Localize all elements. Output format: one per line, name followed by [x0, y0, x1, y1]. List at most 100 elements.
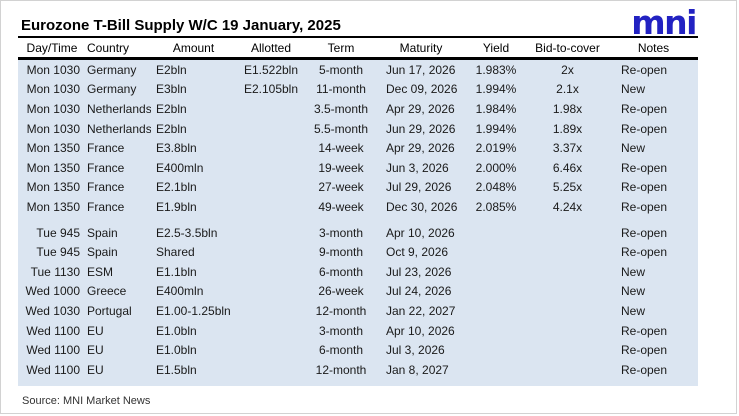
- cell-country: France: [87, 141, 125, 156]
- cell-amount: E400mln: [156, 284, 204, 299]
- cell-bid_to_cover: 6.46x: [552, 160, 583, 175]
- cell-country: EU: [87, 362, 104, 377]
- cell-maturity: Jun 29, 2026: [386, 121, 456, 136]
- cell-term: 26-week: [318, 284, 364, 299]
- cell-term: 6-month: [318, 343, 364, 358]
- mni-logo: mni: [631, 3, 697, 42]
- table-row: Wed 1100 EU E1.0bln 3-month Apr 10, 2026 Re-o…: [18, 321, 698, 341]
- cell-amount: E400mln: [156, 160, 204, 175]
- cell-notes: New: [621, 82, 646, 97]
- cell-yield: 2.048%: [475, 180, 517, 195]
- column-header-bid_to_cover: Bid-to-cover: [535, 40, 600, 55]
- cell-term: 12-month: [315, 303, 367, 318]
- cell-day_time: Mon 1030: [26, 62, 80, 77]
- cell-maturity: Jul 23, 2026: [386, 264, 452, 279]
- cell-maturity: Oct 9, 2026: [386, 245, 449, 260]
- cell-term: 12-month: [315, 362, 367, 377]
- cell-amount: E1.0bln: [156, 343, 197, 358]
- table-body: Mon 1030 Germany E2bln E1.522bln 5-month Jun …: [18, 60, 698, 386]
- source-note: Source: MNI Market News: [22, 394, 151, 407]
- cell-amount: E1.1bln: [156, 264, 197, 279]
- column-header-amount: Amount: [172, 40, 215, 55]
- cell-day_time: Wed 1030: [25, 303, 81, 318]
- cell-term: 5-month: [318, 62, 364, 77]
- table-row: Mon 1350 France E400mln 19-week Jun 3, 2026 2…: [18, 158, 698, 178]
- cell-maturity: Apr 10, 2026: [386, 323, 455, 338]
- cell-term: 9-month: [318, 245, 364, 260]
- cell-amount: E1.00-1.25bln: [156, 303, 231, 318]
- cell-maturity: Jul 24, 2026: [386, 284, 452, 299]
- cell-maturity: Jul 29, 2026: [386, 180, 452, 195]
- table-row: Mon 1030 Germany E3bln E2.105bln 11-month Dec…: [18, 80, 698, 100]
- table-row: Mon 1350 France E2.1bln 27-week Jul 29, 2026…: [18, 178, 698, 198]
- cell-yield: 2.085%: [475, 199, 517, 214]
- cell-bid_to_cover: 4.24x: [552, 199, 583, 214]
- table-row: Tue 945 Spain E2.5-3.5bln 3-month Apr 10, 20…: [18, 223, 698, 243]
- cell-country: Netherlands: [87, 101, 151, 116]
- cell-amount: E3.8bln: [156, 141, 197, 156]
- cell-notes: Re-open: [621, 101, 668, 116]
- cell-day_time: Mon 1350: [26, 199, 80, 214]
- table-row: Tue 945 Spain Shared 9-month Oct 9, 2026 Re-o…: [18, 242, 698, 262]
- cell-yield: 1.984%: [475, 101, 517, 116]
- cell-maturity: Dec 09, 2026: [386, 82, 458, 97]
- table-row: Wed 1000 Greece E400mln 26-week Jul 24, 2026…: [18, 282, 698, 302]
- cell-notes: Re-open: [621, 199, 668, 214]
- cell-maturity: Dec 30, 2026: [386, 199, 458, 214]
- page-title: Eurozone T-Bill Supply W/C 19 January, 2…: [21, 17, 341, 34]
- cell-notes: Re-open: [621, 343, 668, 358]
- cell-amount: E1.0bln: [156, 323, 197, 338]
- cell-notes: Re-open: [621, 245, 668, 260]
- cell-country: France: [87, 199, 125, 214]
- cell-term: 19-week: [318, 160, 364, 175]
- cell-allotted: E2.105bln: [243, 82, 299, 97]
- cell-amount: E3bln: [156, 82, 187, 97]
- cell-amount: E2bln: [156, 101, 187, 116]
- table-header-row: Day/Time Country Amount Allotted Term Maturit…: [18, 38, 698, 57]
- cell-maturity: Apr 29, 2026: [386, 101, 455, 116]
- cell-bid_to_cover: 2x: [561, 62, 574, 77]
- cell-term: 3-month: [318, 323, 364, 338]
- cell-day_time: Mon 1350: [26, 180, 80, 195]
- cell-term: 5.5-month: [313, 121, 369, 136]
- cell-notes: Re-open: [621, 225, 668, 240]
- column-header-day_time: Day/Time: [26, 40, 78, 55]
- cell-yield: 2.019%: [475, 141, 517, 156]
- cell-notes: New: [621, 303, 646, 318]
- cell-term: 49-week: [318, 199, 364, 214]
- cell-amount: E2.1bln: [156, 180, 197, 195]
- column-header-allotted: Allotted: [250, 40, 292, 55]
- title-divider: [18, 36, 698, 38]
- cell-amount: Shared: [156, 245, 195, 260]
- cell-day_time: Wed 1100: [26, 362, 80, 377]
- cell-day_time: Mon 1030: [26, 121, 80, 136]
- cell-notes: New: [621, 141, 646, 156]
- column-header-term: Term: [327, 40, 355, 55]
- cell-notes: Re-open: [621, 121, 668, 136]
- report-header: Eurozone T-Bill Supply W/C 19 January, 2…: [18, 1, 698, 42]
- cell-bid_to_cover: 1.89x: [552, 121, 583, 136]
- cell-day_time: Wed 1000: [25, 284, 81, 299]
- table-row: Mon 1350 France E1.9bln 49-week Dec 30, 2026…: [18, 197, 698, 217]
- cell-yield: 1.994%: [475, 121, 517, 136]
- cell-term: 6-month: [318, 264, 364, 279]
- header-divider: [18, 57, 698, 60]
- cell-notes: New: [621, 284, 646, 299]
- cell-day_time: Mon 1350: [26, 160, 80, 175]
- cell-term: 11-month: [316, 82, 366, 97]
- cell-maturity: Jan 8, 2027: [386, 362, 449, 377]
- cell-bid_to_cover: 3.37x: [552, 141, 583, 156]
- cell-day_time: Wed 1100: [26, 343, 80, 358]
- cell-maturity: Jul 3, 2026: [386, 343, 445, 358]
- cell-yield: 2.000%: [475, 160, 517, 175]
- column-header-yield: Yield: [482, 40, 510, 55]
- cell-term: 14-week: [318, 141, 364, 156]
- cell-notes: Re-open: [621, 62, 668, 77]
- cell-country: Portugal: [87, 303, 132, 318]
- cell-day_time: Tue 1130: [30, 264, 80, 279]
- cell-day_time: Mon 1350: [26, 141, 80, 156]
- cell-term: 3.5-month: [313, 101, 369, 116]
- cell-yield: 1.983%: [475, 62, 517, 77]
- cell-country: Greece: [87, 284, 127, 299]
